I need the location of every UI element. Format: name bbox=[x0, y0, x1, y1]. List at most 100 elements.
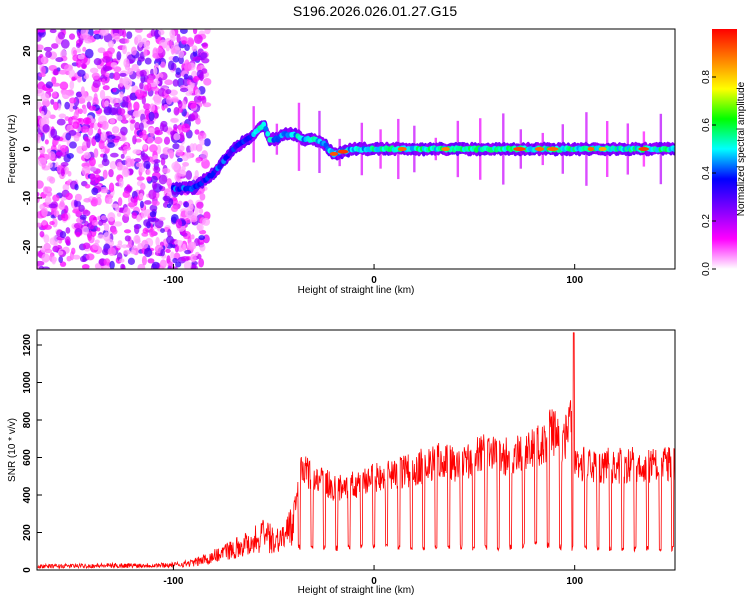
spectrogram-noise-mark bbox=[117, 108, 126, 116]
spectrogram-noise-mark bbox=[170, 251, 175, 259]
spectrogram-noise-mark bbox=[77, 97, 86, 104]
spectrogram-noise-mark bbox=[189, 264, 198, 269]
spectrogram-noise-mark bbox=[84, 39, 93, 44]
spectrogram-noise-mark bbox=[39, 265, 44, 269]
spectrogram-noise-mark bbox=[75, 42, 81, 49]
spectrogram-noise-mark bbox=[183, 201, 190, 208]
spectrogram-noise-mark bbox=[45, 81, 54, 89]
spectrogram-noise-mark bbox=[138, 193, 144, 200]
spectrogram-noise-mark bbox=[43, 46, 53, 52]
snr-y-axis-label: SNR (10 * v/v) bbox=[7, 418, 18, 482]
spectrogram-noise-mark bbox=[55, 151, 64, 156]
spectrogram-noise-mark bbox=[124, 38, 130, 44]
spectrogram-noise-mark bbox=[94, 263, 101, 269]
spectrogram-y-axis-label: Frequency (Hz) bbox=[7, 115, 18, 184]
spectrogram-noise-mark bbox=[166, 107, 172, 113]
spectrogram-noise-mark bbox=[73, 135, 80, 142]
spectrogram-noise-mark bbox=[96, 227, 101, 232]
spectrogram-noise-mark bbox=[151, 261, 160, 269]
spectrogram-noise-mark bbox=[104, 72, 110, 78]
spectrogram-noise-mark bbox=[179, 132, 185, 142]
spectrogram-noise-mark bbox=[65, 192, 73, 201]
spectrogram-noise-mark bbox=[92, 79, 101, 88]
spectrogram-noise-mark bbox=[112, 88, 117, 93]
spectrogram-noise-mark bbox=[201, 42, 209, 49]
spectrogram-peak-mark bbox=[587, 147, 595, 151]
spectrogram-noise-mark bbox=[93, 122, 99, 131]
spectrogram-noise-mark bbox=[155, 236, 160, 247]
spectrogram-noise-mark bbox=[153, 112, 159, 119]
spectrogram-noise-mark bbox=[76, 58, 82, 68]
spectrogram-noise-mark bbox=[125, 114, 130, 119]
spectrogram-noise-mark bbox=[174, 244, 179, 253]
spectrogram-noise-mark bbox=[110, 62, 118, 68]
spectrogram-noise-mark bbox=[151, 86, 160, 92]
spectrogram-noise-mark bbox=[52, 194, 60, 202]
spectrogram-noise-mark bbox=[72, 50, 78, 55]
spectrogram-noise-mark bbox=[143, 49, 148, 57]
spectrogram-noise-mark bbox=[199, 71, 204, 82]
spectrogram-noise-mark bbox=[68, 130, 77, 136]
spectrogram-noise-mark bbox=[49, 221, 55, 226]
spectrogram-noise-mark bbox=[87, 234, 92, 241]
spectrogram-noise-mark bbox=[149, 227, 155, 238]
spectrogram-noise-mark bbox=[88, 105, 97, 111]
spectrogram-noise-mark bbox=[175, 218, 183, 229]
spectrogram-noise-mark bbox=[121, 264, 126, 269]
spectrogram-noise-mark bbox=[198, 229, 207, 235]
spectrogram-noise-mark bbox=[159, 123, 165, 132]
spectrogram-noise-mark bbox=[111, 228, 118, 235]
spectrogram-noise-mark bbox=[135, 162, 143, 168]
spectrogram-noise-mark bbox=[44, 186, 53, 194]
spectrogram-noise-mark bbox=[66, 152, 74, 159]
spectrogram-noise-mark bbox=[132, 135, 137, 145]
spectrogram-noise-mark bbox=[89, 67, 99, 74]
spectrogram-noise-mark bbox=[120, 126, 128, 136]
spectrogram-noise-mark bbox=[108, 182, 115, 193]
spectrogram-noise-mark bbox=[98, 163, 104, 168]
spectrogram-noise-mark bbox=[172, 79, 179, 87]
spectrogram-noise-mark bbox=[49, 29, 57, 34]
spectrogram-noise-mark bbox=[185, 152, 193, 159]
snr-series-line bbox=[37, 332, 675, 570]
spectrogram-noise-mark bbox=[195, 157, 202, 164]
spectrogram-noise-mark bbox=[121, 244, 128, 249]
spectrogram-noise-mark bbox=[180, 256, 190, 262]
spectrogram-noise-mark bbox=[97, 234, 105, 239]
spectrogram-noise-mark bbox=[132, 149, 141, 155]
spectrogram-noise-mark bbox=[108, 168, 114, 178]
spectrogram-noise-mark bbox=[73, 110, 79, 119]
spectrogram-noise-mark bbox=[131, 212, 138, 219]
snr-plot-area bbox=[37, 330, 675, 570]
spectrogram-noise-mark bbox=[47, 151, 56, 161]
spectrogram-peak-mark bbox=[598, 147, 607, 151]
spectrogram-noise-mark bbox=[184, 62, 192, 72]
spectrogram-peak-mark bbox=[534, 147, 545, 151]
spectrogram-noise-mark bbox=[72, 208, 81, 214]
spectrogram-noise-mark bbox=[93, 30, 101, 35]
spectrogram-noise-mark bbox=[144, 200, 152, 205]
spectrogram-noise-mark bbox=[146, 120, 155, 125]
spectrogram-noise-mark bbox=[147, 258, 155, 264]
spectrogram-noise-mark bbox=[90, 118, 96, 124]
spectrogram-noise-mark bbox=[131, 46, 137, 56]
snr-y-tick-label: 0 bbox=[22, 567, 33, 573]
spectrogram-noise-mark bbox=[136, 214, 141, 223]
spectrogram-noise-mark bbox=[196, 201, 204, 209]
spectrogram-noise-mark bbox=[147, 127, 155, 134]
spectrogram-noise-mark bbox=[151, 200, 160, 206]
spectrogram-peak-mark bbox=[329, 151, 339, 156]
snr-panel: -100 0 100 0 200 400 600 800 1000 1200 Height of… bbox=[7, 329, 676, 596]
spectrogram-noise-mark bbox=[149, 144, 158, 153]
spectrogram-noise-mark bbox=[115, 97, 123, 104]
snr-y-tick-label: 200 bbox=[22, 524, 33, 541]
spectrogram-noise-mark bbox=[118, 177, 124, 188]
spectrogram-noise-mark bbox=[104, 100, 109, 107]
spectrogram-x-tick-label: -100 bbox=[163, 275, 183, 286]
spectrogram-noise-mark bbox=[141, 239, 149, 249]
spectrogram-noise-mark bbox=[50, 144, 57, 152]
spectrogram-noise-mark bbox=[142, 144, 148, 150]
spectrogram-noise-mark bbox=[181, 123, 191, 133]
spectrogram-noise-mark bbox=[153, 126, 161, 135]
